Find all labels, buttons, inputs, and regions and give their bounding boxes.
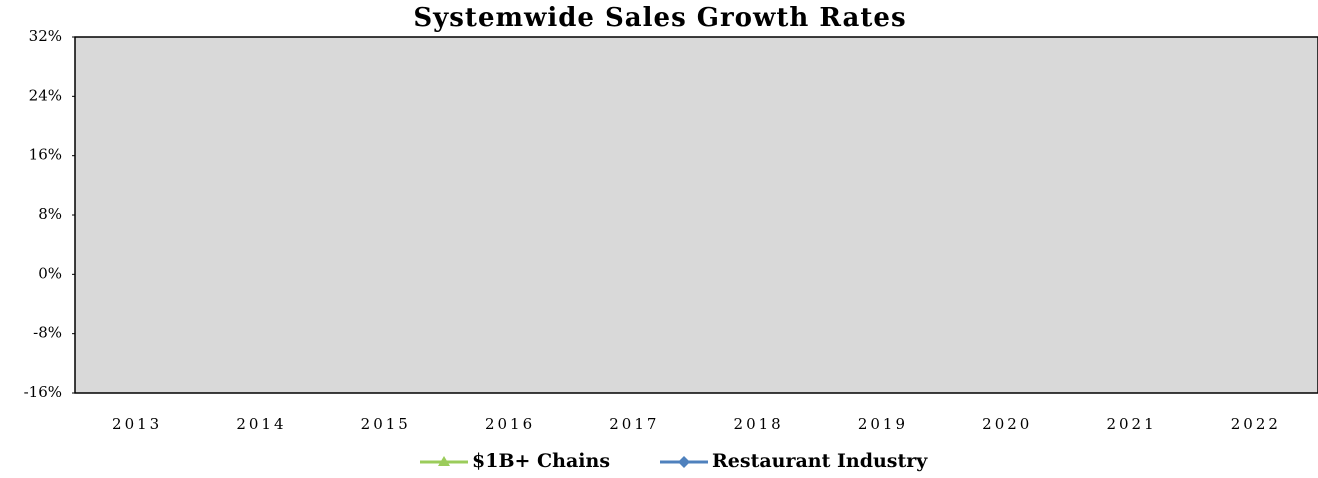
- x-tick-label: 2019: [858, 415, 908, 433]
- x-tick-label: 2013: [112, 415, 162, 433]
- y-tick-label: -16%: [24, 383, 62, 401]
- plot-area: [74, 36, 1318, 394]
- x-tick-label: 2014: [236, 415, 286, 433]
- legend-marker: [438, 456, 450, 466]
- legend-marker: [678, 456, 690, 468]
- y-tick-label: -8%: [33, 324, 62, 342]
- chart-title: Systemwide Sales Growth Rates: [413, 3, 906, 33]
- x-tick-label: 2020: [982, 415, 1032, 433]
- y-tick-label: 16%: [29, 146, 62, 164]
- x-tick-label: 2016: [485, 415, 535, 433]
- x-tick-label: 2017: [609, 415, 659, 433]
- legend-label: Restaurant Industry: [712, 450, 928, 472]
- x-tick-label: 2015: [361, 415, 411, 433]
- y-tick-label: 8%: [38, 205, 62, 223]
- y-tick-label: 0%: [38, 264, 62, 282]
- y-tick-label: 24%: [29, 86, 62, 104]
- legend-label: $1B+ Chains: [472, 450, 610, 472]
- x-tick-label: 2022: [1231, 415, 1281, 433]
- x-tick-label: 2018: [734, 415, 784, 433]
- x-tick-label: 2021: [1106, 415, 1156, 433]
- y-tick-label: 32%: [29, 27, 62, 45]
